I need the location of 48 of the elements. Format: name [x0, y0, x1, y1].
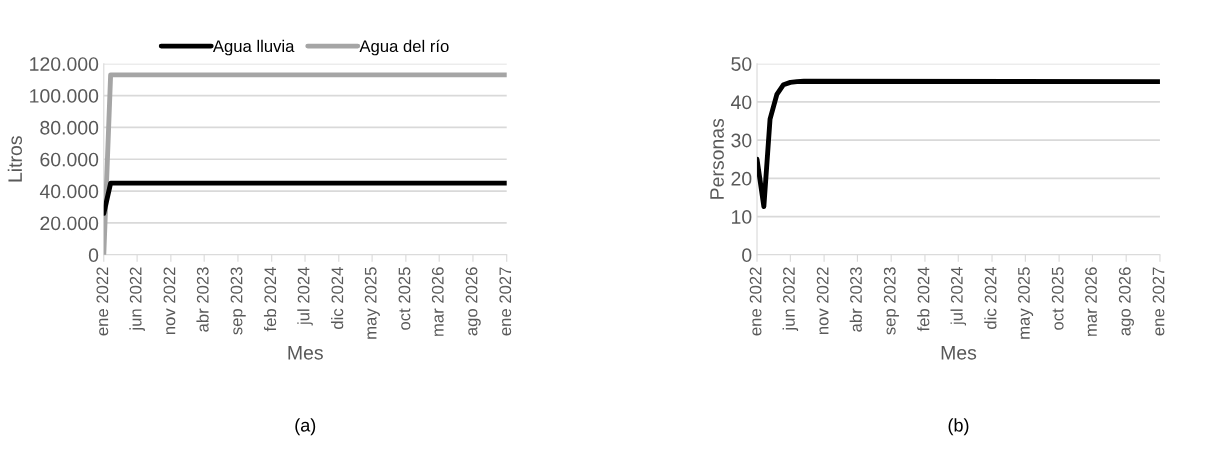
y-tick-label: 40.000: [39, 184, 99, 199]
x-tick-label: ene 2022: [96, 267, 109, 336]
y-tick-label: 50: [731, 57, 752, 71]
x-tick-label: abr 2023: [196, 267, 209, 332]
x-tick-label: abr 2023: [849, 267, 862, 332]
x-tick-label: oct 2025: [398, 267, 411, 330]
x-tick-label: ene 2027: [499, 267, 512, 336]
x-tick-label: mar 2026: [431, 267, 444, 336]
x-tick-label: jun 2022: [782, 267, 799, 331]
x-tick-label: jun 2022: [129, 267, 145, 331]
y-axis-title: Personas: [710, 118, 724, 199]
x-tick-label: feb 2024: [917, 267, 930, 332]
legend-label: Agua lluvia: [212, 39, 295, 56]
y-tick-label: 120.000: [30, 57, 99, 71]
x-tick-label: feb 2024: [263, 267, 277, 332]
x-tick-label: jul 2024: [297, 267, 313, 326]
text: (b): [948, 418, 969, 436]
y-tick-label: 80.000: [40, 120, 99, 135]
x-tick-label: jul 2024: [950, 267, 967, 326]
x-tick-label: oct 2025: [1051, 267, 1064, 330]
x-tick-label: nov 2022: [816, 267, 829, 335]
y-tick-label: 10: [732, 210, 752, 224]
y-tick-label: 20.000: [40, 216, 99, 231]
x-tick-label: ene 2027: [1152, 267, 1165, 336]
y-tick-label: 40: [730, 95, 752, 110]
x-tick-label: dic 2024: [984, 267, 997, 329]
x-tick-label: mar 2026: [1085, 267, 1097, 336]
x-tick-label: sep 2023: [883, 267, 899, 335]
y-tick-label: 60.000: [40, 152, 99, 167]
x-tick-label: may 2025: [364, 267, 380, 339]
legend-label: Agua del río: [359, 39, 449, 56]
x-tick-label: ago 2026: [465, 267, 481, 336]
x-tick-label: ene 2022: [749, 267, 762, 336]
y-tick-label: 0: [742, 248, 752, 263]
line-series: [757, 78, 1160, 210]
x-tick-label: sep 2023: [230, 267, 246, 335]
y-tick-label: 0: [88, 248, 99, 263]
x-tick-label: nov 2022: [163, 267, 176, 335]
y-tick-label: 100.000: [30, 89, 99, 103]
text: (a): [295, 418, 316, 436]
x-axis-title: Mes: [288, 346, 323, 360]
y-tick-label: 20: [731, 171, 752, 186]
x-tick-label: may 2025: [1018, 267, 1034, 339]
x-tick-label: ago 2026: [1118, 267, 1134, 336]
x-tick-label: dic 2024: [331, 267, 344, 329]
x-axis-title: Mes: [941, 346, 977, 360]
y-tick-label: 30: [731, 133, 752, 148]
y-axis-title: Litros: [7, 136, 23, 182]
